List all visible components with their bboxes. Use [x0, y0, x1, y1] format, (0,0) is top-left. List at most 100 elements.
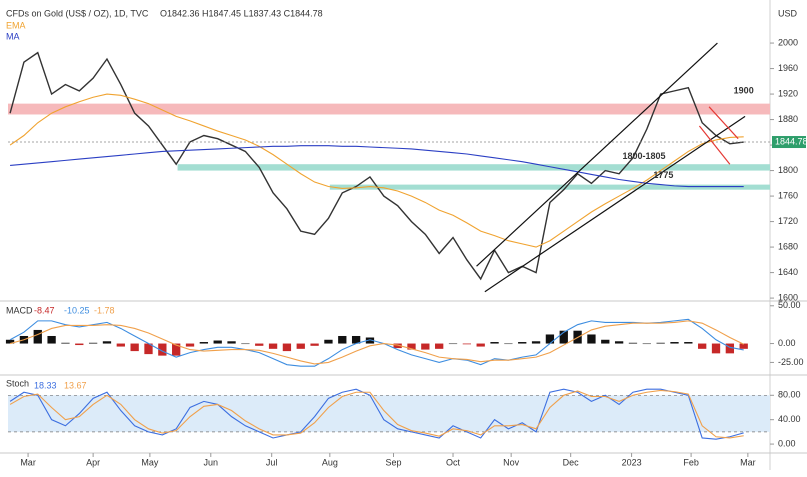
zone [8, 103, 770, 115]
y-tick-label: 1640 [778, 267, 798, 277]
histogram-bar [116, 343, 125, 347]
series-line [9, 51, 744, 281]
y-tick-label: 80.00 [778, 390, 801, 400]
y-tick-label: 1920 [778, 88, 798, 98]
y-tick-label: 50.00 [778, 300, 801, 310]
histogram-bar [255, 343, 264, 346]
x-tick-label: Nov [503, 457, 520, 467]
readout: 13.67 [64, 380, 87, 390]
trendline [476, 42, 718, 267]
legend-entry: EMA [6, 20, 26, 30]
histogram-bar [559, 330, 568, 344]
x-tick-label: Mar [740, 457, 756, 467]
y-tick-label: 1720 [778, 216, 798, 226]
readout: -8.47 [34, 305, 55, 315]
last-price-label: 1844.78 [775, 136, 807, 146]
last-price-box [772, 136, 806, 149]
histogram-bar [545, 334, 555, 344]
histogram-bar [47, 335, 56, 344]
histogram-bar [296, 343, 305, 349]
histogram-bar [393, 343, 402, 349]
trendline [698, 125, 731, 165]
chart-title: CFDs on Gold (US$ / OZ), 1D, TVC [6, 8, 149, 18]
histogram-bar [504, 343, 513, 345]
series-line [9, 389, 744, 439]
histogram-bar [476, 343, 485, 347]
histogram-bar [531, 341, 541, 344]
histogram-bar [33, 329, 42, 344]
histogram-bar [324, 339, 333, 344]
histogram-bar [421, 343, 430, 350]
histogram-bar [5, 339, 15, 344]
histogram-bar [310, 343, 319, 346]
stoch-title: Stoch [6, 378, 29, 388]
y-tick-label: 1800 [778, 165, 798, 175]
histogram-bar [88, 342, 98, 344]
histogram-bar [435, 343, 444, 349]
histogram-bar [614, 341, 624, 344]
y-tick-label: 1960 [778, 63, 798, 73]
histogram-bar [268, 343, 278, 349]
histogram-bar [725, 343, 735, 354]
trendline [484, 115, 746, 293]
histogram-bar [698, 343, 707, 349]
x-tick-label: May [141, 457, 159, 467]
series-line [9, 320, 744, 365]
histogram-bar [185, 343, 195, 347]
x-tick-label: Jul [266, 457, 278, 467]
annotation: 1800-1805 [623, 151, 666, 161]
histogram-bar [241, 343, 250, 345]
x-tick-label: Sep [385, 457, 401, 467]
y-tick-label: -25.00 [778, 357, 804, 367]
y-tick-label: 1880 [778, 114, 798, 124]
readout: -10.25 [64, 305, 90, 315]
y-tick-label: 2000 [778, 37, 798, 47]
histogram-bar [75, 343, 84, 346]
macd-title: MACD [6, 305, 33, 315]
x-tick-label: Aug [322, 457, 338, 467]
series-line [9, 93, 744, 248]
histogram-bar [587, 334, 596, 344]
zone [329, 184, 770, 190]
histogram-bar [338, 335, 347, 344]
histogram-bar [61, 342, 70, 344]
histogram-bar [711, 343, 721, 354]
histogram-bar [490, 342, 499, 344]
x-tick-label: Mar [20, 457, 36, 467]
histogram-bar [628, 342, 638, 344]
x-tick-label: Oct [446, 457, 461, 467]
histogram-bar [601, 339, 610, 344]
histogram-bar [642, 343, 651, 345]
trendline [708, 106, 739, 140]
histogram-bar [158, 343, 167, 356]
histogram-bar [656, 342, 665, 344]
legend-entry: MA [6, 31, 20, 41]
y-tick-label: 1600 [778, 292, 798, 302]
annotation: 1900 [734, 85, 754, 95]
y-tick-label: 40.00 [778, 414, 801, 424]
y-tick-label: 0.00 [778, 338, 796, 348]
series-line [9, 388, 744, 440]
zone [177, 164, 770, 171]
x-tick-label: Dec [563, 457, 580, 467]
histogram-bar [684, 342, 693, 344]
x-tick-label: Feb [683, 457, 699, 467]
series-line [9, 318, 744, 367]
histogram-bar [407, 343, 416, 350]
histogram-bar [282, 343, 292, 352]
annotation: 1775 [653, 170, 673, 180]
y-tick-label: 1760 [778, 190, 798, 200]
ohlc-readout: O1842.36 H1847.45 L1837.43 C1844.78 [160, 8, 323, 18]
readout: 18.33 [34, 380, 57, 390]
histogram-bar [351, 335, 361, 344]
histogram-bar [102, 341, 112, 344]
x-tick-label: Apr [86, 457, 100, 467]
histogram-bar [739, 343, 748, 349]
y-tick-label: 0.00 [778, 438, 796, 448]
histogram-bar [365, 337, 375, 344]
series-line [10, 145, 744, 188]
readout: -1.78 [94, 305, 115, 315]
x-tick-label: 2023 [622, 457, 642, 467]
y-tick-label: 1680 [778, 241, 798, 251]
